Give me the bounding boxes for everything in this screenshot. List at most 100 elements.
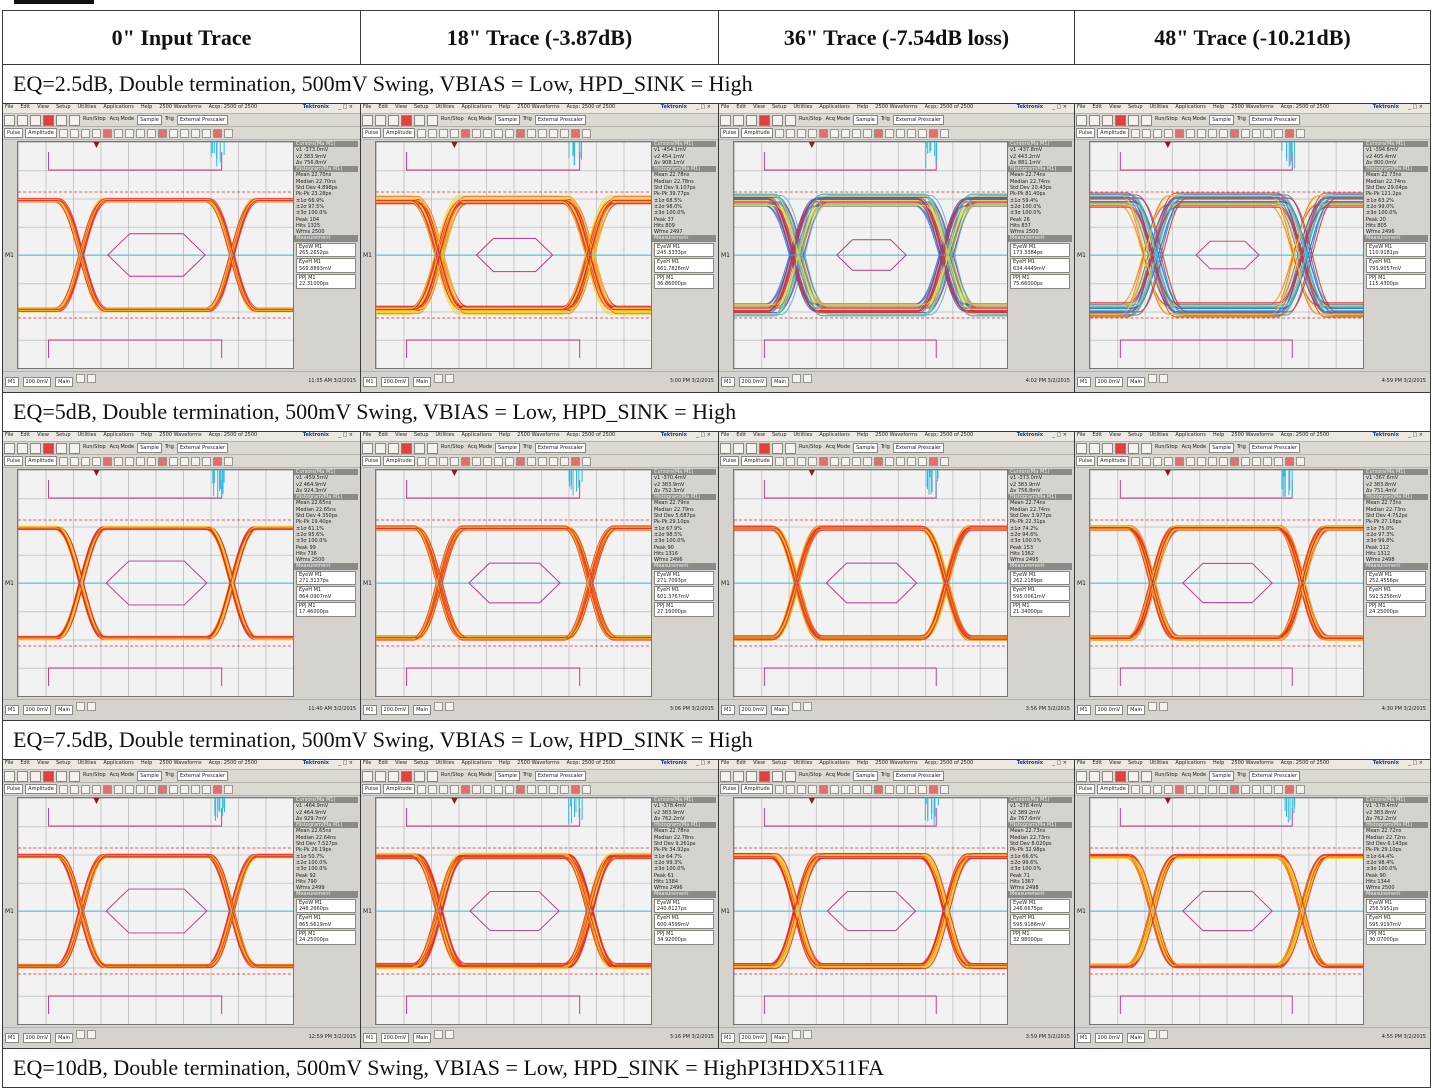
measurement-icon[interactable] [526,129,536,138]
measurement-icon[interactable] [570,785,580,794]
window-controls[interactable]: _ □ × [1408,760,1423,766]
status-main-timebase[interactable]: Main [413,377,432,387]
run-stop-button[interactable]: Run/Stop [441,772,464,778]
measurement-icon[interactable] [135,785,145,794]
trig-select[interactable]: External Prescaler [1248,771,1301,781]
menu-item[interactable]: Setup [413,432,429,438]
window-controls[interactable]: _ □ × [338,432,353,438]
measurement-icon[interactable] [1152,129,1162,138]
measurement-readout[interactable]: EyeH M1 595.9197mV [1366,914,1426,929]
measurement-icon[interactable] [1163,785,1173,794]
status-vertical-scale[interactable]: 200.0mV [738,705,768,715]
menu-item[interactable]: File [363,760,372,766]
search-icon[interactable] [1159,702,1169,711]
zoom-icon[interactable] [792,374,802,383]
status-vertical-scale[interactable]: 200.0mV [1094,705,1124,715]
window-controls[interactable]: _ □ × [696,432,711,438]
trigger-icon[interactable] [414,771,425,782]
measurement-icon[interactable] [168,457,178,466]
amplitude-select[interactable]: Amplitude [741,456,773,466]
window-controls[interactable]: _ □ × [1408,104,1423,110]
cursor-icon[interactable] [1141,443,1152,454]
status-m1[interactable]: M1 [5,1033,19,1043]
zoom-icon[interactable] [76,702,86,711]
menu-item[interactable]: Acqs: 2500 of 2500 [566,104,616,110]
measure-icon[interactable] [43,443,54,454]
menu-item[interactable]: Setup [413,104,429,110]
measurement-icon[interactable] [482,129,492,138]
menu-item[interactable]: Acqs: 2500 of 2500 [924,104,974,110]
status-m1[interactable]: M1 [363,377,377,387]
trigger-icon[interactable] [56,443,67,454]
measurement-icon[interactable] [223,785,233,794]
menu-item[interactable]: Help [140,104,153,110]
measurement-icon[interactable] [102,785,112,794]
measurement-icon[interactable] [939,785,949,794]
measurement-readout[interactable]: EyeH M1 595.9186mV [1010,914,1070,929]
measurement-icon[interactable] [504,457,514,466]
cursor-icon[interactable] [427,115,438,126]
zoom-icon[interactable] [1148,374,1158,383]
zoom-icon[interactable] [792,1030,802,1039]
trig-select[interactable]: External Prescaler [892,443,945,453]
measurement-icon[interactable] [884,457,894,466]
status-vertical-scale[interactable]: 200.0mV [1094,377,1124,387]
status-main-timebase[interactable]: Main [771,1033,790,1043]
menu-item[interactable]: Acqs: 2500 of 2500 [566,432,616,438]
zoom-icon[interactable] [792,702,802,711]
measurement-readout[interactable]: EyeW M1 246.6675ps [1010,898,1070,914]
status-vertical-scale[interactable]: 200.0mV [738,377,768,387]
status-m1[interactable]: M1 [363,1033,377,1043]
menu-item[interactable]: Setup [413,760,429,766]
pulse-select[interactable]: Pulse [1076,128,1096,138]
measurement-icon[interactable] [873,457,883,466]
menu-item[interactable]: Setup [1127,432,1143,438]
measurement-icon[interactable] [190,129,200,138]
measurement-icon[interactable] [201,129,211,138]
measurement-icon[interactable] [223,457,233,466]
measurement-icon[interactable] [493,457,503,466]
measurement-readout[interactable]: PPJ M1 75.66000ps [1010,273,1070,289]
measurement-icon[interactable] [537,457,547,466]
status-vertical-scale[interactable]: 200.0mV [22,377,52,387]
menu-item[interactable]: File [1077,760,1086,766]
math-icon[interactable] [388,115,399,126]
status-m1[interactable]: M1 [5,705,19,715]
status-vertical-scale[interactable]: 200.0mV [380,377,410,387]
menu-item[interactable]: Setup [771,104,787,110]
measurement-icon[interactable] [1163,129,1173,138]
measurement-icon[interactable] [504,129,514,138]
menu-item[interactable]: Applications [103,432,134,438]
menu-item[interactable]: 2500 Waveforms [1231,104,1274,110]
acq-mode-select[interactable]: Sample [853,771,878,781]
status-m1[interactable]: M1 [1077,377,1091,387]
window-controls[interactable]: _ □ × [1408,432,1423,438]
search-icon[interactable] [87,702,97,711]
measurement-icon[interactable] [438,457,448,466]
menu-item[interactable]: Applications [819,432,850,438]
measurement-icon[interactable] [1262,129,1272,138]
run-stop-button[interactable]: Run/Stop [441,444,464,450]
measurement-icon[interactable] [124,785,134,794]
menu-item[interactable]: View [753,760,765,766]
measurement-icon[interactable] [548,129,558,138]
measurement-icon[interactable] [807,129,817,138]
measurement-icon[interactable] [438,129,448,138]
cursor-icon[interactable] [1141,771,1152,782]
menu-item[interactable]: Setup [1127,760,1143,766]
search-icon[interactable] [1159,1030,1169,1039]
run-stop-button[interactable]: Run/Stop [799,444,822,450]
measurement-icon[interactable] [1262,785,1272,794]
measurement-icon[interactable] [1185,785,1195,794]
measurement-icon[interactable] [190,785,200,794]
measurement-icon[interactable] [1284,457,1294,466]
measure-icon[interactable] [1115,443,1126,454]
measurement-icon[interactable] [581,129,591,138]
zoom-icon[interactable] [434,1030,444,1039]
run-stop-button[interactable]: Run/Stop [83,444,106,450]
measurement-icon[interactable] [774,457,784,466]
window-controls[interactable]: _ □ × [1052,432,1067,438]
menu-item[interactable]: Utilities [77,104,97,110]
menu-item[interactable]: File [721,432,730,438]
measurement-icon[interactable] [1251,457,1261,466]
